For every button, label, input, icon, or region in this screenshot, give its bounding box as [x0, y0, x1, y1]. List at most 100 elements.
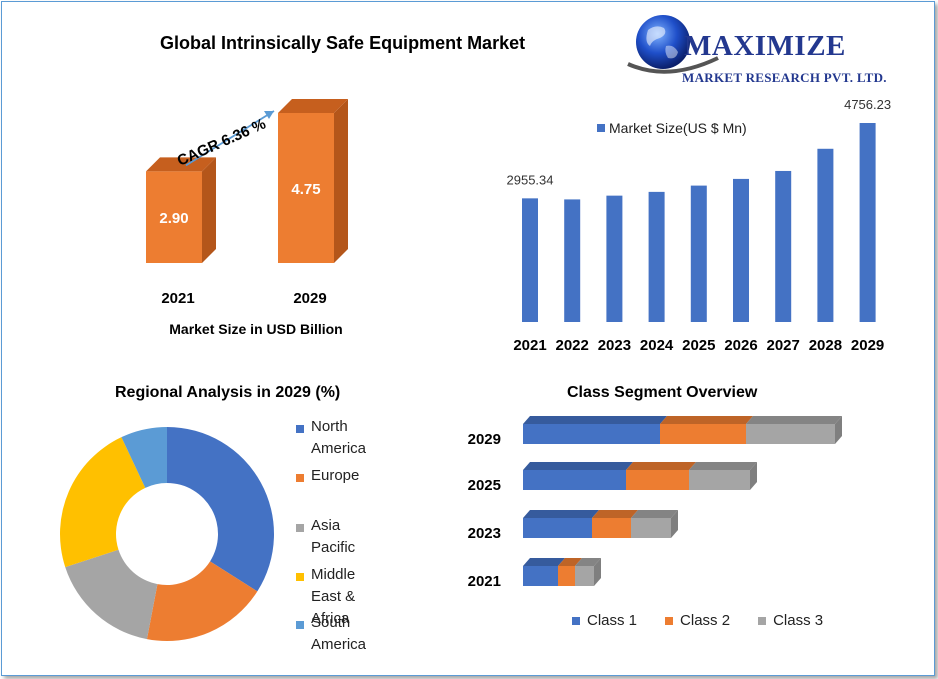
legend-item-class-2: Class 2: [665, 612, 730, 629]
logo-subtitle: MARKET RESEARCH PVT. LTD.: [682, 70, 887, 85]
bar-3d-top-2025-class-3: [689, 462, 757, 470]
bar-3d-side-2029: [334, 99, 348, 263]
x-tick-label-2029: 2029: [293, 290, 326, 307]
bar-2021: [522, 198, 538, 322]
bar-2026: [733, 178, 749, 322]
x-tick-label-2024: 2024: [640, 337, 674, 354]
bar-segment-2029-class-2: [660, 424, 746, 444]
legend-item-class-1: Class 1: [572, 612, 637, 629]
bar-2022: [564, 199, 581, 322]
legend-label: Class 3: [773, 612, 824, 629]
legend-swatch-market-size: [597, 124, 605, 132]
legend-label: Middle East & Africa: [311, 564, 355, 630]
legend-label: South America: [311, 612, 366, 656]
legend-label-line: Asia Pacific: [311, 517, 356, 556]
bar-3d-top-2029-class-2: [660, 416, 753, 424]
bar-3d-top-2029: [278, 99, 348, 113]
bar-segment-2023-class-2: [592, 518, 631, 538]
data-label-2021: 2955.34: [507, 172, 554, 187]
bar-3d-top-2023-class-3: [631, 510, 678, 518]
bar-3d-side-2029: [835, 416, 842, 444]
x-tick-label-2029: 2029: [851, 337, 884, 354]
legend-label-line: Africa: [311, 610, 350, 627]
x-tick-label-2025: 2025: [682, 337, 715, 354]
x-tick-label-2021: 2021: [513, 337, 546, 354]
legend-swatch: [296, 474, 304, 482]
bar-3d-side-2021: [202, 157, 216, 263]
legend-label: Europe: [311, 465, 359, 487]
legend-swatch: [296, 524, 304, 532]
y-tick-label-2023: 2023: [468, 525, 501, 542]
class-segment-chart: 2029 2025 2023 2021: [468, 416, 842, 590]
cagr-arrow: [185, 110, 275, 167]
bar-2023: [606, 195, 623, 322]
bar-3d-side-2021: [594, 558, 601, 586]
x-tick-label-2022: 2022: [556, 337, 589, 354]
cagr-arrowhead: [264, 111, 274, 119]
class-title: Class Segment Overview: [567, 384, 758, 401]
region-title: Regional Analysis in 2029 (%): [115, 384, 341, 401]
bar-segment-2025-class-3: [689, 470, 750, 490]
bar-value-label-2029: 4.75: [291, 181, 320, 198]
bar-2024: [648, 191, 665, 322]
legend-label: Class 1: [587, 612, 638, 629]
data-label-2029: 4756.23: [844, 97, 891, 112]
bar-segment-2025-class-1: [523, 470, 626, 490]
bar-2021: [146, 171, 202, 263]
legend-label-market-size: Market Size(US $ Mn): [609, 120, 747, 136]
x-tick-label-2021: 2021: [161, 290, 194, 307]
legend-label-line: South America: [311, 614, 367, 653]
bar-2028: [817, 148, 834, 322]
legend-item-asia-pacific: Asia Pacific: [296, 517, 355, 559]
legend-swatch: [758, 617, 767, 625]
bar-3d-top-2025-class-2: [626, 462, 696, 470]
main-title: Global Intrinsically Safe Equipment Mark…: [160, 33, 526, 53]
regional-donut-chart: [59, 427, 274, 641]
x-tick-label-2027: 2027: [767, 337, 800, 354]
bar-3d-top-2029-class-1: [523, 416, 667, 424]
legend-label-line: Middle East &: [311, 566, 356, 605]
bar-3d-top-2021: [146, 157, 216, 172]
donut-slice-middle-east-africa: [59, 437, 146, 568]
legend-item-class-3: Class 3: [758, 612, 823, 629]
class-legend: Class 1 Class 2 Class 3: [572, 612, 851, 629]
legend-item-south-america: South America: [296, 614, 366, 656]
legend-label: North America: [311, 416, 366, 460]
bar-segment-2023-class-1: [523, 518, 592, 538]
y-tick-label-2025: 2025: [468, 477, 501, 494]
bar-segment-2029-class-1: [523, 424, 660, 444]
legend-label-line: Europe: [311, 467, 360, 484]
bar-3d-top-2023-class-1: [523, 510, 599, 518]
bar-3d-top-2025-class-1: [523, 462, 633, 470]
x-tick-label-2028: 2028: [809, 337, 842, 354]
bar-3d-side-2023: [671, 510, 678, 538]
legend-label: Class 2: [680, 612, 731, 629]
bar-segment-2021-class-2: [558, 566, 575, 586]
x-tick-label-2026: 2026: [724, 337, 757, 354]
bar-segment-2023-class-3: [631, 518, 671, 538]
bar-3d-top-2029-class-3: [746, 416, 842, 424]
legend-swatch: [296, 621, 304, 629]
logo-name: MAXIMIZE: [684, 30, 846, 62]
bar-segment-2025-class-2: [626, 470, 689, 490]
donut-slice-asia-pacific: [65, 549, 158, 640]
legend-item-europe: Europe: [296, 467, 359, 487]
bar-segment-2021-class-1: [523, 566, 558, 586]
bar-2029: [859, 123, 876, 322]
legend-swatch: [296, 425, 304, 433]
bar-value-label-2021: 2.90: [159, 210, 188, 227]
bar-2029: [278, 113, 334, 263]
donut-slice-south-america: [121, 427, 167, 488]
x-tick-label-2023: 2023: [598, 337, 631, 354]
y-tick-label-2029: 2029: [468, 431, 501, 448]
legend-item-middle-east-africa: Middle East & Africa: [296, 566, 355, 630]
bar-segment-2021-class-3: [575, 566, 594, 586]
bar-3d-side-2025: [750, 462, 757, 490]
legend-label: Asia Pacific: [311, 515, 355, 559]
legend-item-north-america: North America: [296, 418, 366, 460]
bar-2025: [690, 185, 707, 322]
donut-slice-north-america: [167, 427, 274, 592]
legend-swatch: [665, 617, 674, 625]
legend-swatch: [296, 573, 304, 581]
